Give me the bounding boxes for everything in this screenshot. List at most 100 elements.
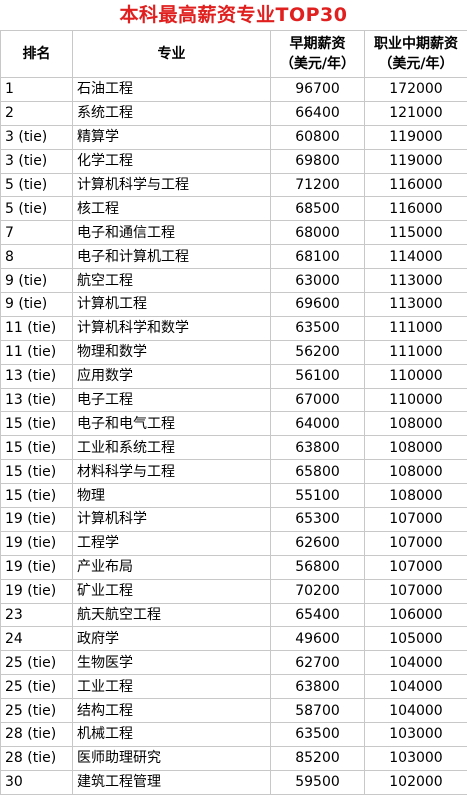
header-major: 专业 (72, 30, 271, 78)
rank-cell: 7 (0, 220, 73, 246)
major-cell: 矿业工程 (72, 578, 271, 604)
header-row: 排名 专业 早期薪资 （美元/年） 职业中期薪资 （美元/年） (0, 30, 467, 78)
table-row: 15 (tie) 电子和电气工程 64000 108000 (0, 411, 467, 437)
major-cell: 航天航空工程 (72, 602, 271, 628)
major-cell: 计算机科学和数学 (72, 315, 271, 341)
table-row: 25 (tie) 生物医学 62700 104000 (0, 650, 467, 676)
rank-cell: 19 (tie) (0, 554, 73, 580)
early-salary-cell: 59500 (270, 769, 365, 795)
early-salary-cell: 63500 (270, 315, 365, 341)
rank-cell: 19 (tie) (0, 530, 73, 556)
rank-cell: 28 (tie) (0, 745, 73, 771)
mid-salary-cell: 119000 (364, 148, 467, 174)
rank-cell: 1 (0, 77, 73, 102)
table-row: 19 (tie) 矿业工程 70200 107000 (0, 578, 467, 604)
page-title: 本科最高薪资专业TOP30 (119, 4, 348, 26)
salary-table: 排名 专业 早期薪资 （美元/年） 职业中期薪资 （美元/年） 1 石油工程 967… (0, 30, 467, 795)
mid-salary-cell: 107000 (364, 554, 467, 580)
early-salary-cell: 96700 (270, 77, 365, 102)
major-cell: 机械工程 (72, 722, 271, 747)
mid-salary-cell: 114000 (364, 244, 467, 270)
table-row: 2 系统工程 66400 121000 (0, 100, 467, 126)
major-cell: 工程学 (72, 530, 271, 556)
major-cell: 结构工程 (72, 698, 271, 724)
early-salary-cell: 62600 (270, 530, 365, 556)
mid-salary-cell: 103000 (364, 722, 467, 747)
table-row: 13 (tie) 应用数学 56100 110000 (0, 363, 467, 389)
table-row: 3 (tie) 化学工程 69800 119000 (0, 148, 467, 174)
table-row: 5 (tie) 计算机科学与工程 71200 116000 (0, 172, 467, 198)
table-row: 7 电子和通信工程 68000 115000 (0, 220, 467, 246)
rank-cell: 30 (0, 769, 73, 795)
major-cell: 系统工程 (72, 100, 271, 126)
table-body: 1 石油工程 96700 172000 2 系统工程 66400 121000 3 (tie) 精… (0, 77, 467, 795)
early-salary-cell: 66400 (270, 100, 365, 126)
mid-salary-cell: 102000 (364, 769, 467, 795)
mid-salary-cell: 106000 (364, 602, 467, 628)
table-row: 9 (tie) 计算机工程 69600 113000 (0, 292, 467, 317)
major-cell: 电子和通信工程 (72, 220, 271, 246)
table-row: 19 (tie) 产业布局 56800 107000 (0, 554, 467, 580)
mid-salary-cell: 119000 (364, 124, 467, 150)
rank-cell: 2 (0, 100, 73, 126)
early-salary-cell: 64000 (270, 411, 365, 437)
table-row: 25 (tie) 结构工程 58700 104000 (0, 698, 467, 724)
major-cell: 航空工程 (72, 268, 271, 294)
rank-cell: 25 (tie) (0, 674, 73, 700)
table-row: 28 (tie) 医师助理研究 85200 103000 (0, 745, 467, 771)
early-salary-cell: 49600 (270, 626, 365, 652)
table-row: 8 电子和计算机工程 68100 114000 (0, 244, 467, 270)
major-cell: 石油工程 (72, 77, 271, 102)
rank-cell: 23 (0, 602, 73, 628)
table-row: 15 (tie) 材料科学与工程 65800 108000 (0, 459, 467, 485)
early-salary-cell: 63000 (270, 268, 365, 294)
table-row: 23 航天航空工程 65400 106000 (0, 602, 467, 628)
mid-salary-cell: 104000 (364, 698, 467, 724)
major-cell: 化学工程 (72, 148, 271, 174)
mid-salary-cell: 113000 (364, 292, 467, 317)
rank-cell: 25 (tie) (0, 650, 73, 676)
early-salary-cell: 63500 (270, 722, 365, 747)
rank-cell: 15 (tie) (0, 411, 73, 437)
major-cell: 产业布局 (72, 554, 271, 580)
rank-cell: 11 (tie) (0, 339, 73, 365)
table-row: 19 (tie) 工程学 62600 107000 (0, 530, 467, 556)
rank-cell: 19 (tie) (0, 578, 73, 604)
rank-cell: 5 (tie) (0, 196, 73, 222)
table-row: 9 (tie) 航空工程 63000 113000 (0, 268, 467, 294)
mid-salary-cell: 116000 (364, 196, 467, 222)
mid-salary-cell: 111000 (364, 315, 467, 341)
table-row: 1 石油工程 96700 172000 (0, 77, 467, 102)
mid-salary-cell: 116000 (364, 172, 467, 198)
table-row: 11 (tie) 计算机科学和数学 63500 111000 (0, 315, 467, 341)
mid-salary-cell: 105000 (364, 626, 467, 652)
table-row: 24 政府学 49600 105000 (0, 626, 467, 652)
major-cell: 材料科学与工程 (72, 459, 271, 485)
rank-cell: 19 (tie) (0, 507, 73, 532)
major-cell: 应用数学 (72, 363, 271, 389)
header-rank: 排名 (0, 30, 73, 78)
rank-cell: 3 (tie) (0, 148, 73, 174)
rank-cell: 8 (0, 244, 73, 270)
early-salary-cell: 70200 (270, 578, 365, 604)
rank-cell: 28 (tie) (0, 722, 73, 747)
table-row: 11 (tie) 物理和数学 56200 111000 (0, 339, 467, 365)
mid-salary-cell: 108000 (364, 483, 467, 509)
early-salary-cell: 68000 (270, 220, 365, 246)
mid-salary-cell: 108000 (364, 459, 467, 485)
rank-cell: 15 (tie) (0, 459, 73, 485)
table-row: 3 (tie) 精算学 60800 119000 (0, 124, 467, 150)
table-row: 15 (tie) 物理 55100 108000 (0, 483, 467, 509)
rank-cell: 13 (tie) (0, 387, 73, 413)
major-cell: 电子工程 (72, 387, 271, 413)
table-row: 5 (tie) 核工程 68500 116000 (0, 196, 467, 222)
major-cell: 建筑工程管理 (72, 769, 271, 795)
table-row: 15 (tie) 工业和系统工程 63800 108000 (0, 435, 467, 461)
early-salary-cell: 56100 (270, 363, 365, 389)
major-cell: 物理 (72, 483, 271, 509)
mid-salary-cell: 113000 (364, 268, 467, 294)
early-salary-cell: 67000 (270, 387, 365, 413)
major-cell: 计算机科学与工程 (72, 172, 271, 198)
early-salary-cell: 85200 (270, 745, 365, 771)
header-mid-label: 职业中期薪资 (374, 36, 458, 52)
